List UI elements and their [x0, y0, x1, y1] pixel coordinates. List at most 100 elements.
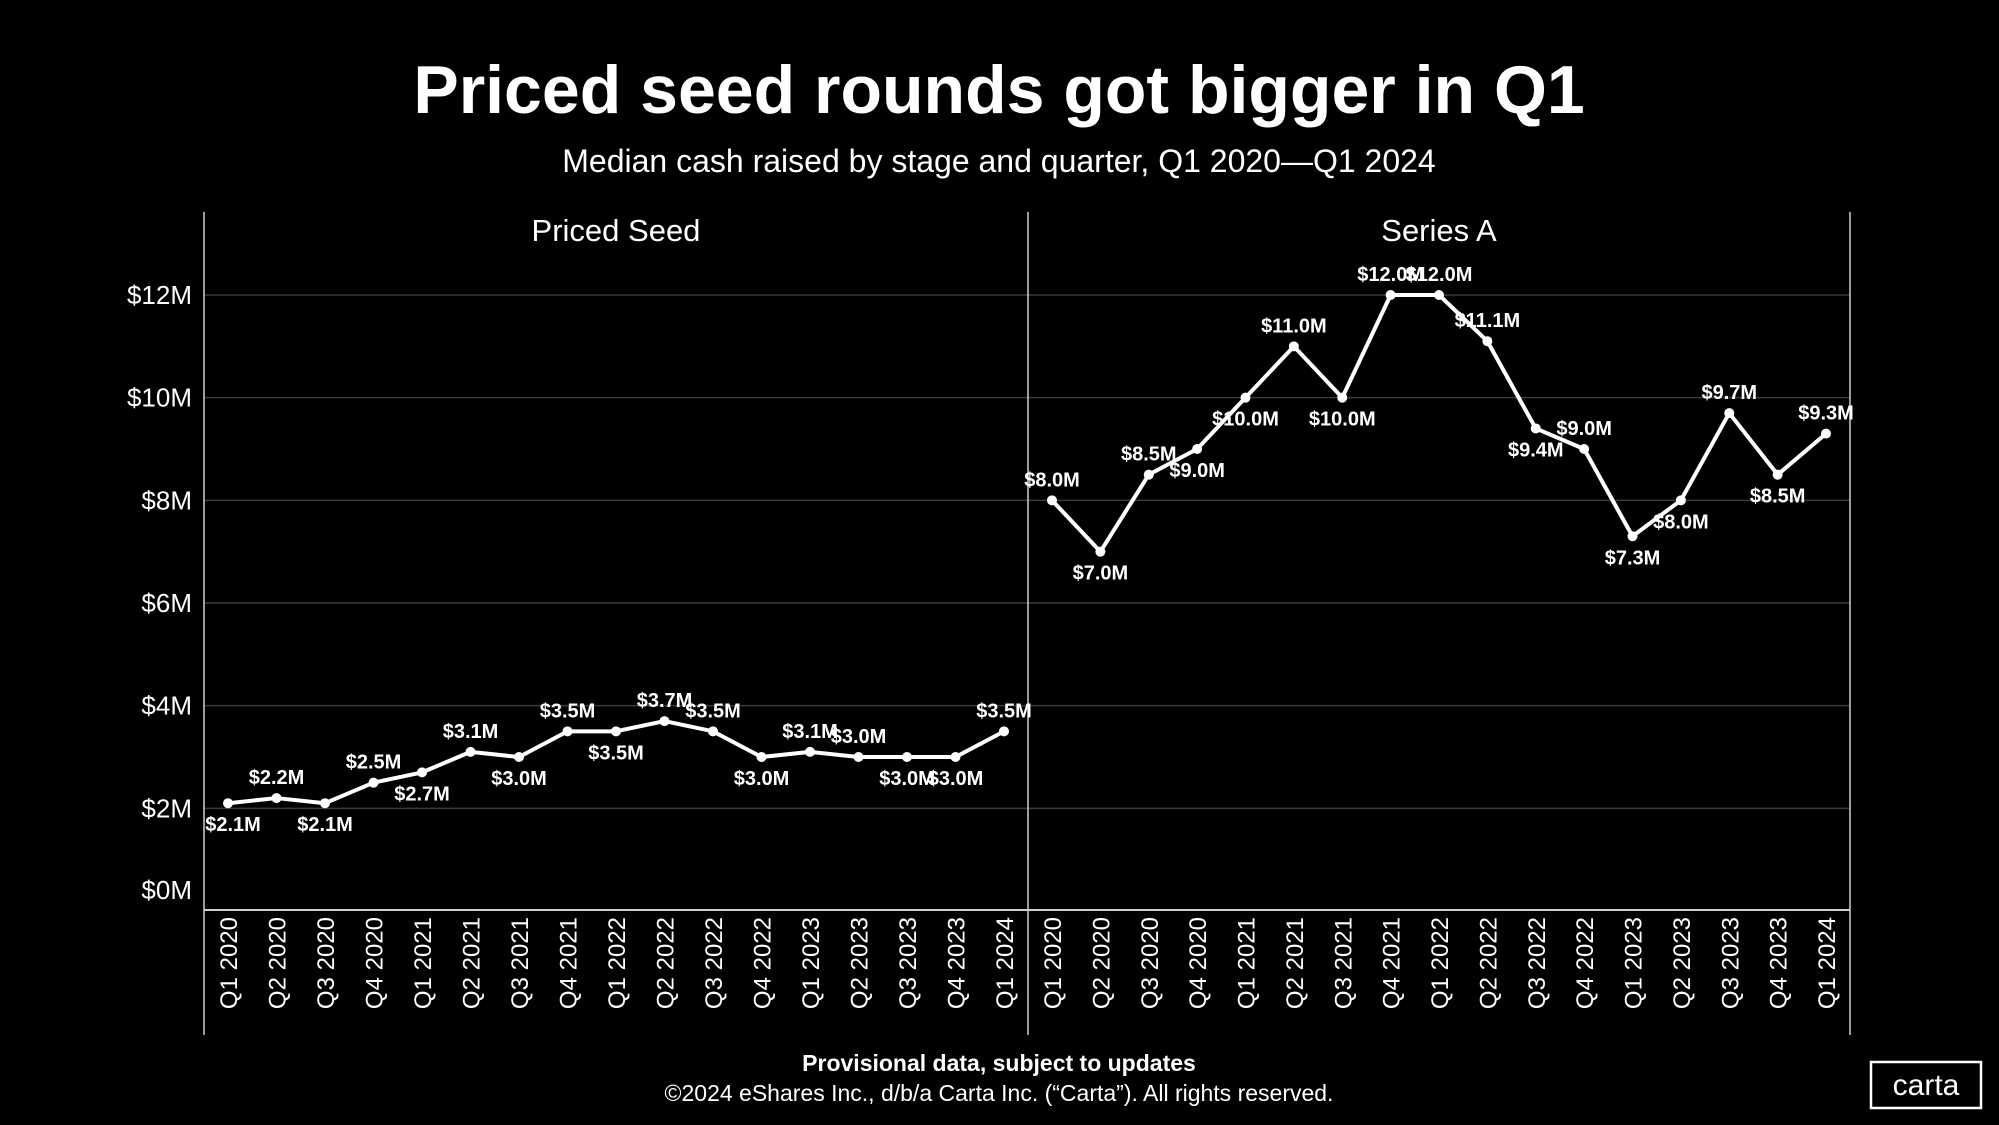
data-label: $3.1M: [782, 721, 838, 743]
carta-logo: carta: [1869, 1060, 1983, 1110]
x-tick-label: Q1 2021: [1234, 917, 1261, 1009]
data-point: [853, 752, 864, 762]
y-tick-label: $2M: [141, 793, 192, 823]
data-point: [417, 767, 427, 778]
x-tick-label: Q1 2023: [1621, 917, 1648, 1009]
data-label: $7.3M: [1605, 547, 1661, 569]
data-label: $3.5M: [588, 742, 644, 764]
x-tick-label: Q2 2021: [459, 917, 486, 1009]
x-tick-label: Q1 2020: [216, 917, 243, 1009]
data-labels: $2.1M $2.2M $2.1M $2.5M $2.7M $3.1M $3.0M $3.5M…: [205, 264, 1854, 836]
data-point: [1434, 290, 1444, 300]
x-tick-label: Q1 2021: [410, 917, 437, 1009]
data-label: $9.3M: [1798, 403, 1854, 425]
data-label: $9.4M: [1508, 439, 1564, 461]
x-tick-label: Q3 2023: [895, 917, 922, 1009]
data-point: [805, 746, 815, 757]
x-tick-label: Q4 2023: [944, 917, 971, 1009]
logo-frame: [1869, 1060, 1983, 1110]
data-label: $8.5M: [1750, 486, 1806, 508]
x-tick-label: Q1 2023: [798, 917, 825, 1009]
data-point: [1047, 495, 1057, 506]
panel-titles: Priced Seed Series A: [532, 213, 1497, 248]
data-point: [320, 798, 330, 809]
data-point: [1675, 495, 1686, 506]
data-point: [1288, 341, 1299, 352]
data-label: $3.0M: [734, 768, 790, 790]
data-point: [950, 752, 961, 762]
data-point: [514, 752, 524, 762]
data-point: [1579, 444, 1590, 454]
panel-frames: [203, 212, 1851, 1035]
x-tick-label: Q4 2021: [1379, 917, 1406, 1009]
data-label: $9.0M: [1556, 418, 1612, 440]
x-tick-label: Q2 2022: [1475, 917, 1502, 1009]
x-tick-label: Q2 2023: [847, 917, 874, 1009]
x-axis: Q1 2020 Q2 2020 Q3 2020 Q4 2020 Q1 2021 Q2 20…: [216, 917, 1841, 1009]
data-label: $2.5M: [346, 752, 402, 774]
x-tick-label: Q1 2020: [1040, 917, 1067, 1009]
data-label: $12.0M: [1406, 264, 1473, 286]
data-point: [1095, 546, 1106, 557]
data-point: [223, 798, 233, 809]
y-axis: $0M $2M $4M $6M $8M $10M $12M: [127, 280, 192, 905]
x-tick-label: Q4 2023: [1766, 917, 1793, 1009]
data-label: $3.0M: [879, 768, 935, 790]
data-point: [1627, 531, 1638, 542]
data-label: $2.1M: [297, 814, 353, 836]
x-tick-label: Q1 2024: [1814, 917, 1841, 1009]
x-tick-label: Q4 2022: [750, 917, 777, 1009]
data-point: [1772, 469, 1783, 480]
data-label: $3.1M: [443, 721, 499, 743]
x-tick-label: Q2 2020: [1088, 917, 1115, 1009]
data-label: $8.5M: [1121, 444, 1177, 466]
data-point: [902, 752, 912, 762]
data-point: [562, 726, 573, 737]
x-tick-label: Q3 2022: [1524, 917, 1551, 1009]
x-tick-label: Q4 2021: [556, 917, 583, 1009]
data-point: [611, 726, 621, 737]
data-label: $3.7M: [637, 690, 693, 712]
data-point: [1337, 392, 1348, 403]
y-tick-label: $6M: [141, 588, 192, 618]
data-label: $3.0M: [928, 768, 984, 790]
data-point: [999, 726, 1009, 737]
x-tick-label: Q3 2020: [313, 917, 340, 1009]
data-label: $8.0M: [1653, 511, 1709, 533]
data-label: $3.5M: [685, 700, 741, 722]
chart-title: Priced seed rounds got bigger in Q1: [413, 52, 1584, 128]
x-tick-label: Q2 2020: [265, 917, 292, 1009]
data-point: [1192, 444, 1203, 454]
x-tick-label: Q4 2022: [1572, 917, 1599, 1009]
data-label: $2.1M: [205, 814, 261, 836]
data-label: $11.1M: [1455, 310, 1521, 332]
data-label: $3.0M: [491, 768, 547, 790]
footer-copyright: ©2024 eShares Inc., d/b/a Carta Inc. (“C…: [665, 1080, 1334, 1106]
data-point: [1385, 290, 1396, 300]
data-label: $9.7M: [1701, 382, 1757, 404]
data-point: [659, 716, 670, 727]
x-tick-label: Q3 2020: [1137, 917, 1164, 1009]
x-tick-label: Q4 2020: [1185, 917, 1212, 1009]
panel-title: Series A: [1381, 213, 1497, 248]
series-lines: [223, 290, 1831, 809]
x-tick-label: Q2 2022: [653, 917, 680, 1009]
data-point: [271, 793, 282, 804]
data-label: $10.0M: [1212, 409, 1279, 431]
footer-note: Provisional data, subject to updates: [802, 1050, 1196, 1076]
data-label: $2.2M: [249, 767, 305, 789]
logo-text: carta: [1893, 1069, 1960, 1102]
data-label: $7.0M: [1073, 563, 1129, 585]
data-label: $9.0M: [1169, 460, 1225, 482]
data-label: $11.0M: [1261, 315, 1327, 337]
x-tick-label: Q2 2023: [1669, 917, 1696, 1009]
data-label: $8.0M: [1024, 469, 1080, 491]
data-label: $3.5M: [540, 700, 596, 722]
data-label: $2.7M: [394, 783, 450, 805]
data-point: [1530, 423, 1541, 434]
x-tick-label: Q3 2023: [1717, 917, 1744, 1009]
chart-subtitle: Median cash raised by stage and quarter,…: [562, 143, 1435, 179]
data-point: [708, 726, 718, 737]
